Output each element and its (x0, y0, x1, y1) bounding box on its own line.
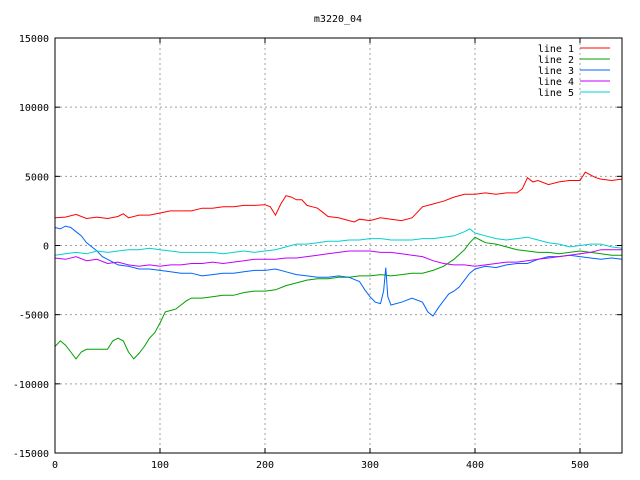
x-tick-label: 0 (52, 460, 58, 471)
y-tick-label: 10000 (19, 103, 49, 114)
series-line-4 (54, 249, 622, 267)
y-tick-label: 0 (43, 242, 49, 253)
x-tick-label: 300 (361, 460, 379, 471)
y-tick-label: -15000 (13, 449, 49, 460)
legend-label: line 2 (538, 55, 574, 66)
series-line-3 (54, 225, 623, 317)
y-tick-label: 5000 (25, 172, 49, 183)
y-tick-label: -10000 (13, 380, 49, 391)
x-tick-label: 500 (571, 460, 589, 471)
series-line-2 (54, 236, 622, 360)
legend-label: line 1 (538, 44, 574, 55)
legend-label: line 5 (538, 88, 574, 99)
series-lines (54, 171, 623, 360)
y-tick-label: -5000 (19, 311, 49, 322)
x-tick-label: 200 (256, 460, 274, 471)
legend-label: line 4 (538, 77, 574, 88)
axis-ticks: 0 100 200 300 400 500 -15000 -10000 -5000 0 5000 10… (13, 34, 622, 471)
plot-frame (54, 37, 623, 454)
series-line-5 (54, 228, 623, 256)
grid (55, 38, 622, 453)
y-tick-label: 15000 (19, 34, 49, 45)
series-line-1 (54, 171, 623, 223)
x-tick-label: 400 (466, 460, 484, 471)
chart-title: m3220_04 (314, 14, 362, 25)
legend-label: line 3 (538, 66, 574, 77)
x-tick-label: 100 (151, 460, 169, 471)
